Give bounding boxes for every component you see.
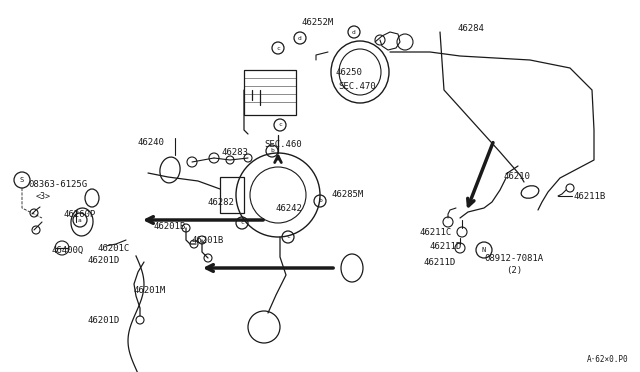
Text: c: c — [276, 45, 280, 51]
Text: b: b — [270, 148, 274, 154]
Text: S: S — [20, 177, 24, 183]
Text: b: b — [318, 199, 322, 203]
Text: d: d — [352, 29, 356, 35]
Text: c: c — [286, 234, 290, 240]
Text: a: a — [78, 218, 82, 222]
Text: 46201D: 46201D — [88, 256, 120, 265]
Text: 46252M: 46252M — [302, 18, 334, 27]
Text: 46400Q: 46400Q — [52, 246, 84, 255]
Text: 46282: 46282 — [208, 198, 235, 207]
Text: 46242: 46242 — [276, 204, 303, 213]
Text: 08912-7081A: 08912-7081A — [484, 254, 543, 263]
Text: 46201B: 46201B — [192, 236, 224, 245]
Text: 46201C: 46201C — [98, 244, 131, 253]
Text: 46284: 46284 — [457, 24, 484, 33]
Text: 46240: 46240 — [138, 138, 165, 147]
Text: 46211D: 46211D — [430, 242, 462, 251]
Text: SEC.470: SEC.470 — [338, 82, 376, 91]
Text: 46201B: 46201B — [153, 222, 185, 231]
Text: 08363-6125G: 08363-6125G — [28, 180, 87, 189]
Text: 46285M: 46285M — [332, 190, 364, 199]
Text: c: c — [278, 122, 282, 128]
Text: A·62×0.P0: A·62×0.P0 — [586, 355, 628, 364]
Text: 46210: 46210 — [504, 172, 531, 181]
Text: 46201D: 46201D — [88, 316, 120, 325]
Text: <3>: <3> — [36, 192, 51, 201]
Text: 46211B: 46211B — [574, 192, 606, 201]
Text: 46283: 46283 — [222, 148, 249, 157]
Text: c: c — [240, 221, 244, 225]
Text: 46201M: 46201M — [133, 286, 165, 295]
Text: 46211D: 46211D — [424, 258, 456, 267]
Text: N: N — [482, 247, 486, 253]
Text: d: d — [298, 35, 302, 41]
Text: SEC.460: SEC.460 — [264, 140, 301, 149]
Bar — [220, 177, 244, 213]
Text: 46250: 46250 — [335, 68, 362, 77]
Text: (2): (2) — [506, 266, 522, 275]
Bar — [244, 70, 296, 115]
Text: 46211C: 46211C — [420, 228, 452, 237]
Text: 46260P: 46260P — [64, 210, 96, 219]
